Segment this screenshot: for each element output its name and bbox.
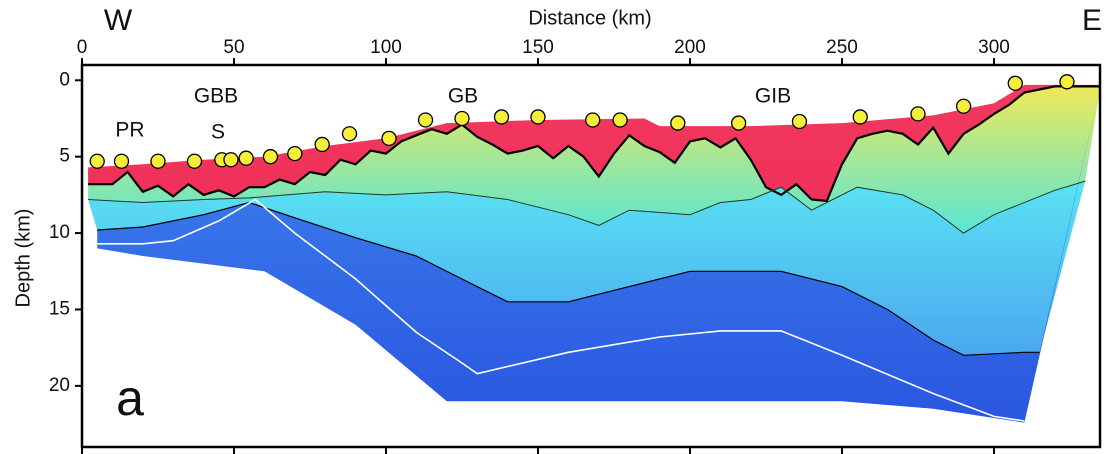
x-tick-label: 300 bbox=[978, 37, 1010, 58]
y-tick-label: 20 bbox=[49, 375, 70, 396]
x-tick-label: 0 bbox=[77, 37, 88, 58]
y-tick-label: 0 bbox=[59, 69, 70, 90]
x-tick-label: 200 bbox=[674, 37, 706, 58]
boundary-line bbox=[88, 180, 1086, 234]
plot-frame bbox=[80, 63, 1102, 449]
station bbox=[955, 98, 972, 114]
station bbox=[612, 112, 628, 128]
layer-fill bbox=[88, 86, 1101, 234]
layer-fill bbox=[88, 84, 1101, 201]
station bbox=[341, 126, 358, 142]
annotation: GB bbox=[448, 85, 478, 108]
y-tick-label: 5 bbox=[59, 146, 70, 167]
station bbox=[238, 150, 254, 166]
panel-label: a bbox=[116, 370, 144, 426]
station bbox=[730, 115, 747, 131]
y-tick-label: 15 bbox=[49, 298, 70, 319]
annotation: GBB bbox=[194, 85, 238, 108]
station bbox=[113, 153, 130, 169]
station bbox=[89, 153, 105, 169]
station bbox=[381, 130, 397, 146]
x-tick-label: 100 bbox=[370, 37, 402, 58]
station bbox=[186, 153, 203, 169]
station bbox=[1007, 75, 1023, 91]
station bbox=[1059, 74, 1075, 90]
station bbox=[670, 115, 686, 131]
direction-label: E bbox=[1082, 4, 1102, 37]
station bbox=[454, 110, 470, 127]
plot-area: 0 50 100 150 200 250 300 0 5 10 15 20 bbox=[49, 37, 1102, 454]
annotation: GIB bbox=[755, 85, 791, 108]
y-axis-label: Depth (km) bbox=[12, 209, 34, 308]
direction-label: W bbox=[104, 4, 133, 37]
station bbox=[791, 113, 808, 130]
x-axis-label: Distance (km) bbox=[528, 7, 651, 29]
station bbox=[493, 109, 510, 125]
y-tick-label: 10 bbox=[49, 222, 70, 243]
moho-line bbox=[97, 198, 1025, 422]
boundary-line bbox=[88, 85, 1101, 203]
layer-fill bbox=[97, 86, 1101, 423]
x-tick-label: 50 bbox=[223, 37, 244, 58]
x-tick-label: 150 bbox=[522, 37, 554, 58]
station bbox=[150, 153, 166, 169]
x-tick-label: 250 bbox=[826, 37, 858, 58]
station bbox=[585, 112, 601, 128]
station bbox=[417, 112, 434, 128]
annotation: PR bbox=[115, 119, 144, 142]
station bbox=[262, 149, 279, 165]
station bbox=[223, 152, 239, 168]
station bbox=[287, 145, 303, 162]
station bbox=[530, 109, 546, 125]
station bbox=[314, 136, 330, 153]
station bbox=[910, 106, 926, 122]
station bbox=[852, 109, 868, 125]
layer-fill bbox=[88, 181, 1086, 356]
annotation: S bbox=[211, 121, 225, 144]
